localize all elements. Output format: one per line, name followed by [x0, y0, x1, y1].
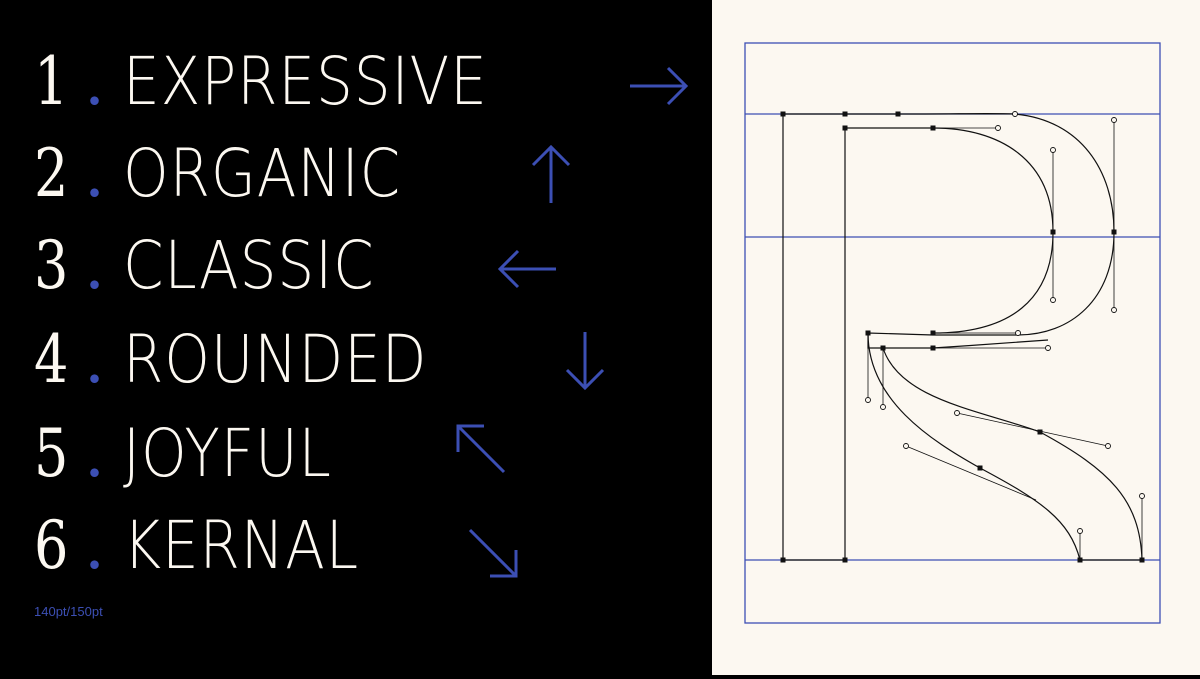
list-item: 6. KERNAL [34, 502, 391, 588]
up-arrow-icon [531, 144, 571, 203]
type-specimen-panel: 1. EXPRESSIVE 2. ORGANIC 3. CLASSIC 4. ROUND… [34, 38, 689, 619]
list-item: 5. JOYFUL [34, 410, 360, 496]
item-label: JOYFUL [122, 414, 332, 492]
item-dot: . [84, 226, 105, 304]
glyph-bounding-box [744, 42, 1161, 624]
glyph-outer-contour [783, 112, 1143, 561]
item-number: 4 [34, 320, 69, 398]
item-number: 6 [34, 506, 69, 584]
bezier-handles [867, 113, 1143, 560]
handle-points [865, 111, 1145, 534]
down-right-arrow-icon [468, 528, 518, 578]
list-item: 3. CLASSIC [34, 222, 409, 308]
glyph-outline-panel [712, 0, 1200, 675]
glyph-r-outline [744, 42, 1161, 624]
item-label: EXPRESSIVE [122, 42, 488, 120]
right-arrow-icon [630, 66, 689, 106]
item-number: 1 [34, 42, 69, 120]
glyph-stem [782, 114, 1054, 561]
left-arrow-icon [497, 249, 556, 289]
item-label: CLASSIC [122, 226, 375, 304]
item-number: 5 [34, 414, 69, 492]
point-size-note: 140pt/150pt [34, 604, 103, 619]
item-label: KERNAL [122, 506, 359, 584]
item-label: ORGANIC [122, 134, 402, 212]
list-item: 1. EXPRESSIVE [34, 38, 537, 124]
down-arrow-icon [565, 332, 605, 391]
item-dot: . [84, 134, 105, 212]
item-dot: . [84, 506, 105, 584]
item-number: 3 [34, 226, 69, 304]
anchor-points [780, 111, 1145, 563]
up-left-arrow-icon [456, 424, 506, 474]
item-dot: . [84, 414, 105, 492]
list-item: 2. ORGANIC [34, 130, 439, 216]
item-number: 2 [34, 134, 69, 212]
item-label: ROUNDED [122, 320, 428, 398]
item-dot: . [84, 42, 105, 120]
item-dot: . [84, 320, 105, 398]
list-item: 4. ROUNDED [34, 316, 469, 402]
